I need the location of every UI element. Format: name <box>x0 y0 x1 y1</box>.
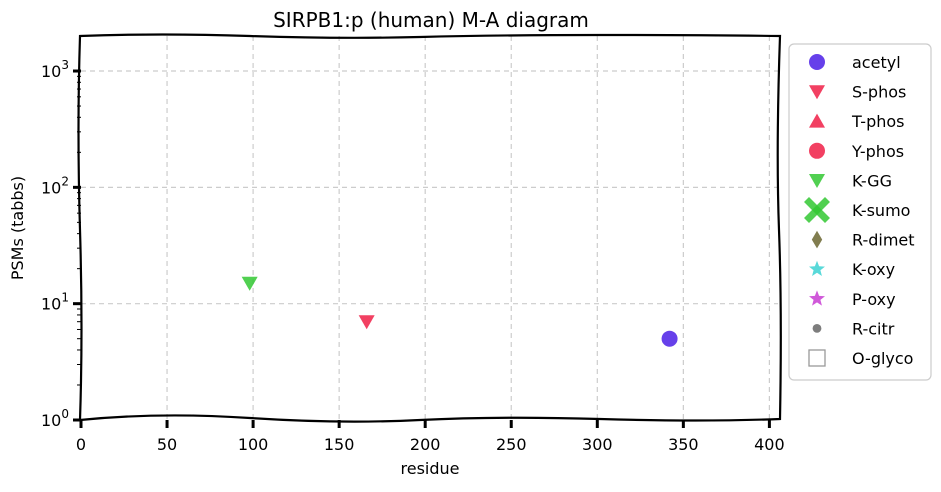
y-tick-base: 10 <box>41 411 61 430</box>
legend-entry-k-oxy: K-oxy <box>809 260 895 279</box>
y-tick-base: 10 <box>41 178 61 197</box>
data-point-k-gg <box>241 276 258 291</box>
legend-label: O-glyco <box>852 349 913 368</box>
x-tick-label: 250 <box>496 435 527 454</box>
legend-entry-r-citr: R-citr <box>812 319 895 338</box>
legend-label: P-oxy <box>852 290 896 309</box>
legend-label: acetyl <box>852 53 901 72</box>
y-tick-label: 102 <box>41 174 69 197</box>
plot-frame <box>77 33 782 423</box>
legend-entry-s-phos: S-phos <box>809 83 906 102</box>
x-tick-label: 100 <box>238 435 269 454</box>
legend-marker <box>809 142 825 159</box>
legend-marker <box>809 174 825 188</box>
data-point-acetyl <box>661 330 678 347</box>
y-axis-label: PSMs (tabbs) <box>8 176 27 280</box>
legend-label: R-citr <box>852 319 895 338</box>
x-tick-label: 400 <box>754 435 785 454</box>
legend-marker <box>811 230 823 249</box>
legend-entry-k-gg: K-GG <box>809 171 892 190</box>
y-tick-exponent: 0 <box>61 407 69 421</box>
x-tick-label: 350 <box>668 435 699 454</box>
legend-marker <box>809 260 825 276</box>
legend-entry-k-sumo: K-sumo <box>804 197 910 223</box>
legend-marker <box>804 197 830 223</box>
legend-label: R-dimet <box>852 231 915 250</box>
legend-box <box>788 43 932 381</box>
x-tick-label: 50 <box>157 435 177 454</box>
legend-label: S-phos <box>852 83 906 102</box>
legend-entry-p-oxy: P-oxy <box>809 290 896 309</box>
legend-label: K-GG <box>852 171 892 190</box>
x-axis-label: residue <box>401 459 460 478</box>
legend-marker <box>809 85 825 100</box>
data-point-s-phos <box>358 315 375 330</box>
x-tick-label: 0 <box>76 435 86 454</box>
x-tick-label: 150 <box>324 435 355 454</box>
legend-label: T-phos <box>851 112 905 131</box>
legend-label: K-oxy <box>852 260 895 279</box>
y-tick-label: 101 <box>41 291 69 314</box>
legend-entry-r-dimet: R-dimet <box>811 230 915 250</box>
legend-entry-t-phos: T-phos <box>809 112 905 131</box>
x-tick-label: 300 <box>582 435 613 454</box>
y-tick-label: 100 <box>41 407 69 430</box>
chart-title: SIRPB1:p (human) M-A diagram <box>273 8 589 32</box>
y-tick-label: 103 <box>41 58 69 81</box>
legend: acetyl S-phos T-phos Y-phos K-GG K-sumo R-dime… <box>788 43 932 381</box>
data-points <box>241 276 678 347</box>
legend-marker <box>812 324 822 333</box>
legend-marker <box>808 349 826 367</box>
y-tick-exponent: 1 <box>61 291 69 305</box>
legend-marker <box>809 290 825 306</box>
legend-marker <box>809 54 825 70</box>
legend-entry-y-phos: Y-phos <box>809 142 904 161</box>
legend-entry-acetyl: acetyl <box>809 53 901 72</box>
legend-marker <box>809 113 825 128</box>
grid <box>81 36 778 420</box>
y-tick-base: 10 <box>41 62 61 81</box>
y-tick-base: 10 <box>41 295 61 314</box>
legend-label: K-sumo <box>852 201 910 220</box>
x-tick-label: 200 <box>410 435 441 454</box>
y-tick-exponent: 2 <box>61 174 69 188</box>
y-tick-exponent: 3 <box>61 58 69 72</box>
legend-entry-o-glyco: O-glyco <box>808 349 913 368</box>
x-stroke <box>804 197 830 223</box>
legend-label: Y-phos <box>851 142 904 161</box>
